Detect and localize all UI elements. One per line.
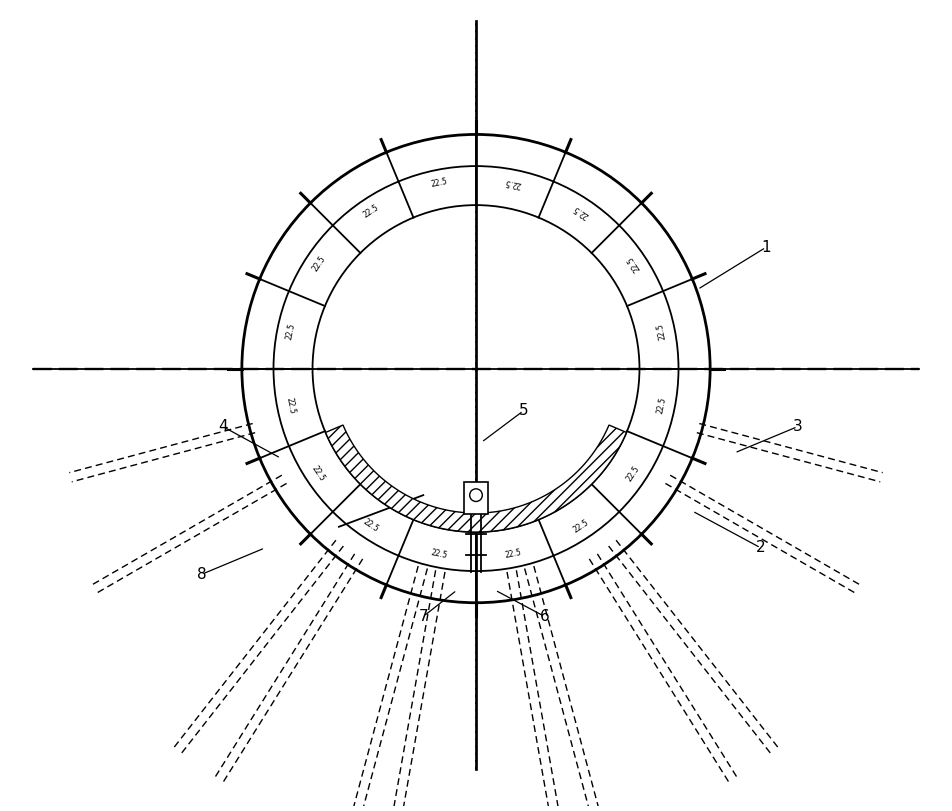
Text: 8: 8: [197, 567, 207, 581]
Text: 1: 1: [762, 240, 771, 255]
Text: 22.5: 22.5: [572, 203, 590, 220]
Text: 22.5: 22.5: [362, 517, 380, 534]
Text: 22.5: 22.5: [504, 177, 522, 189]
Text: 22.5: 22.5: [625, 254, 642, 272]
Text: 22.5: 22.5: [656, 397, 667, 414]
Text: 22.5: 22.5: [285, 397, 296, 414]
Text: 22.5: 22.5: [625, 465, 642, 483]
Bar: [465, 483, 487, 514]
Text: 6: 6: [540, 609, 549, 624]
Text: 22.5: 22.5: [310, 465, 327, 483]
Text: 22.5: 22.5: [362, 203, 380, 220]
Text: 5: 5: [519, 403, 528, 418]
Text: 2: 2: [756, 540, 765, 556]
Text: 22.5: 22.5: [430, 548, 448, 560]
Text: 22.5: 22.5: [430, 177, 448, 189]
Text: 22.5: 22.5: [504, 548, 522, 560]
Text: 22.5: 22.5: [285, 323, 296, 341]
Text: 22.5: 22.5: [572, 517, 590, 534]
Text: 22.5: 22.5: [310, 254, 327, 272]
Text: 7: 7: [419, 609, 428, 624]
Polygon shape: [326, 425, 626, 532]
Text: 3: 3: [793, 419, 803, 434]
Text: 4: 4: [218, 419, 228, 434]
Text: 22.5: 22.5: [656, 323, 667, 341]
